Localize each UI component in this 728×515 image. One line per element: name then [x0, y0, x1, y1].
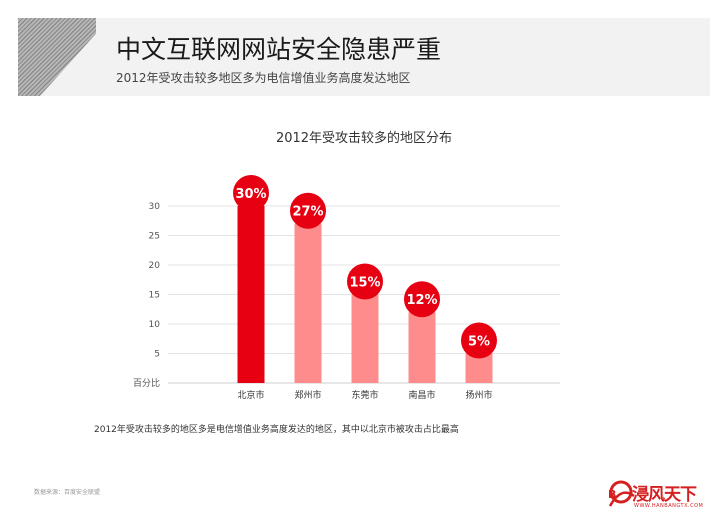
svg-text:B: B [608, 488, 616, 501]
data-label-badge [461, 322, 497, 359]
data-label-badge [347, 263, 383, 300]
x-tick-label: 东莞市 [351, 389, 378, 401]
chart-footnote: 2012年受攻击较多的地区多是电信增值业务高度发达的地区，其中以北京市被攻击占比… [94, 425, 459, 435]
y-tick-label: 5 [154, 350, 160, 360]
header-diagonal-cut [40, 18, 110, 96]
y-tick-label: 30 [149, 202, 161, 212]
x-tick-label: 郑州市 [294, 389, 321, 401]
bar [408, 312, 436, 383]
logo-url: WWW.HANBANGTX.COM [634, 503, 704, 509]
site-logo: B [608, 480, 635, 507]
data-label: 15% [349, 276, 380, 291]
x-tick-label: 北京市 [237, 389, 264, 401]
y-tick-label: 20 [149, 261, 161, 271]
page-title: 中文互联网网站安全隐患严重 [116, 35, 442, 64]
page-subtitle: 2012年受攻击较多地区多为电信增值业务高度发达地区 [116, 71, 411, 85]
chart-title: 2012年受攻击较多的地区分布 [276, 130, 452, 146]
data-label: 12% [406, 293, 437, 308]
x-tick-label: 南昌市 [408, 389, 435, 401]
logo-text: 浸风天下 [632, 485, 697, 505]
y-tick-label: 15 [149, 291, 160, 301]
y-tick-label: 25 [149, 232, 160, 242]
x-tick-label: 扬州市 [465, 389, 492, 401]
bar [237, 206, 265, 383]
data-label-badge [290, 192, 326, 229]
data-label: 30% [235, 187, 266, 202]
y-tick-label: 10 [149, 320, 161, 330]
data-label-badge [404, 281, 440, 318]
bar [351, 294, 379, 383]
data-label-badge [233, 175, 269, 211]
data-source: 数据来源：百度安全联盟 [34, 489, 101, 496]
header-bar [18, 18, 710, 96]
y-axis-label: 百分比 [133, 377, 160, 389]
bar [294, 223, 322, 383]
data-label: 5% [468, 335, 490, 350]
data-label: 27% [292, 205, 323, 220]
